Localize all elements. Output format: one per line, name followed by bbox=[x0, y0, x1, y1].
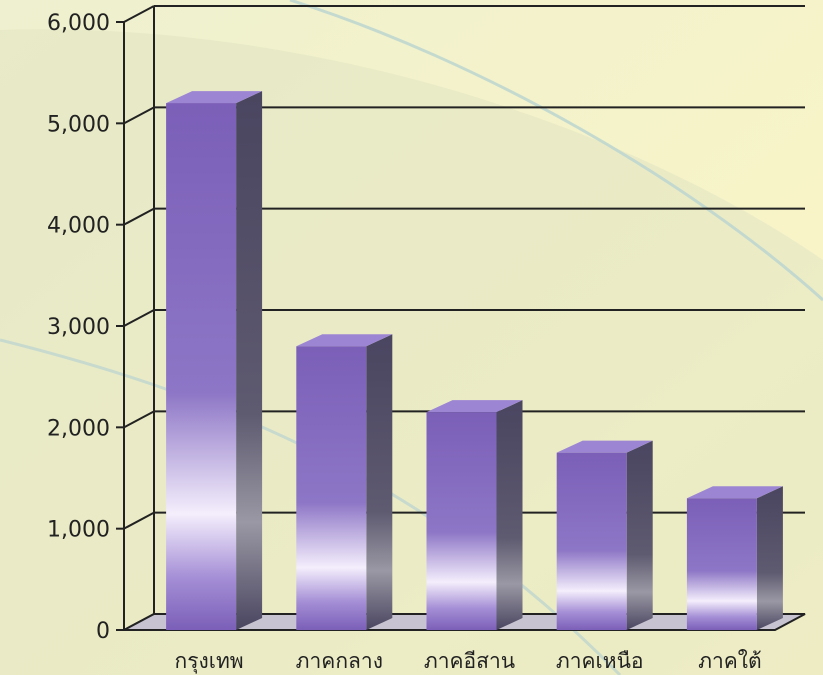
y-tick-label: 3,000 bbox=[47, 315, 110, 340]
bar-top bbox=[426, 400, 523, 413]
y-tick-label: 5,000 bbox=[47, 112, 110, 137]
bar-side bbox=[366, 334, 393, 630]
bar-front bbox=[556, 452, 627, 630]
grid-line-depth bbox=[123, 309, 155, 327]
y-tick-label: 0 bbox=[96, 619, 110, 644]
grid-line-depth bbox=[123, 5, 155, 23]
bar-top bbox=[166, 91, 263, 104]
y-tick-label: 2,000 bbox=[47, 416, 110, 441]
bar-side bbox=[496, 400, 523, 630]
bar-top bbox=[296, 334, 393, 347]
bar-side bbox=[756, 486, 783, 630]
grid-line-depth bbox=[123, 410, 155, 429]
bar bbox=[556, 440, 653, 630]
grid-line-depth bbox=[123, 511, 155, 530]
grid-line-depth bbox=[123, 207, 155, 226]
y-tick-label: 6,000 bbox=[47, 11, 110, 36]
bar-front bbox=[426, 412, 497, 630]
background-curve bbox=[289, 0, 823, 302]
x-tick-label: ภาคเหนือ bbox=[556, 649, 644, 673]
bar-front bbox=[296, 346, 367, 630]
bar-side bbox=[236, 91, 263, 631]
bar-top bbox=[556, 440, 653, 453]
bar-front bbox=[166, 103, 237, 631]
y-tick-label: 1,000 bbox=[47, 518, 110, 543]
bar bbox=[296, 334, 393, 630]
grid-line-depth bbox=[123, 106, 155, 125]
bar-front bbox=[686, 498, 757, 630]
x-tick-label: ภาคอีสาน bbox=[424, 649, 515, 673]
bar-side bbox=[626, 440, 653, 630]
tick-labels: 0 1,000 2,000 3,000 4,000 5,000 6,000 กรุงเทพ ภา… bbox=[47, 11, 762, 674]
x-tick-label: กรุงเทพ bbox=[175, 649, 244, 674]
bar bbox=[166, 91, 263, 631]
bar bbox=[686, 486, 783, 630]
y-tick-label: 4,000 bbox=[47, 214, 110, 239]
x-tick-label: ภาคใต้ bbox=[698, 649, 762, 673]
x-tick-label: ภาคกลาง bbox=[296, 649, 383, 673]
bar bbox=[426, 400, 523, 630]
bar-top bbox=[686, 486, 783, 499]
bars bbox=[166, 91, 783, 631]
